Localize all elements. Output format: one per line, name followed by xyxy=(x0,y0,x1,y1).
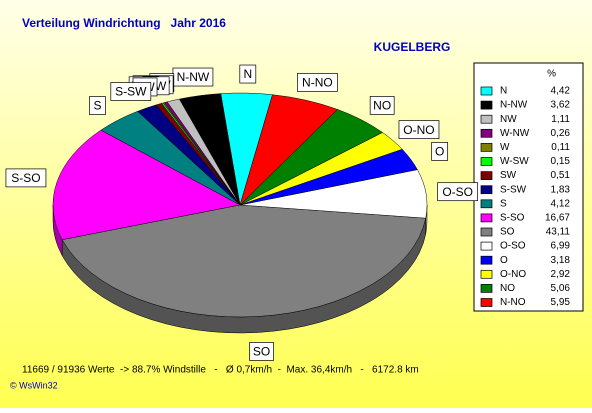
legend: N 4,42 N-NW 3,62 NW 1,11 W-NW 0,26 W 0,11 W-SW 0,15… xyxy=(480,86,571,308)
chart-title: Verteilung Windrichtung Jahr 2016 xyxy=(22,16,226,30)
legend-label: S-SO xyxy=(500,213,525,224)
legend-label: N-NW xyxy=(500,100,528,111)
legend-label: SW xyxy=(500,170,517,181)
legend-swatch xyxy=(480,284,493,293)
legend-label: SO xyxy=(500,227,515,238)
pie xyxy=(52,92,428,334)
slice-label-box xyxy=(89,96,106,115)
slice-label-box xyxy=(5,168,47,188)
legend-swatch xyxy=(480,298,493,307)
slice-label-box xyxy=(437,182,479,202)
legend-label: NO xyxy=(500,283,515,294)
legend-swatch xyxy=(480,227,493,237)
legend-value: 3,18 xyxy=(551,255,571,266)
footer: 11669 / 91936 Werte -> 88.7% Windstille … xyxy=(22,365,419,376)
slice-label: O xyxy=(435,145,444,159)
legend-label: W xyxy=(500,142,510,153)
legend-swatch xyxy=(480,128,493,138)
chart-subtitle: KUGELBERG xyxy=(374,40,451,54)
slice-label-box xyxy=(239,64,257,84)
legend-value: 43,11 xyxy=(546,227,571,238)
credit: © WsWin32 xyxy=(10,380,58,390)
legend-swatch xyxy=(480,241,493,251)
legend-swatch xyxy=(480,269,493,279)
legend-value: 5,95 xyxy=(551,297,571,308)
slice-labels: NN-NWNWW-NWWW-SWSWS-SWSS-SOSOO-SOOO-NONO… xyxy=(5,64,479,361)
slice-label: N-NW xyxy=(177,70,210,84)
legend-label: O-NO xyxy=(500,269,526,280)
legend-label: O xyxy=(500,255,508,266)
legend-value: 1,83 xyxy=(551,184,571,195)
legend-label: S-SW xyxy=(500,184,527,195)
slice xyxy=(61,204,427,318)
legend-value: 0,15 xyxy=(551,156,571,167)
legend-value: 0,51 xyxy=(551,170,571,181)
slice xyxy=(239,94,338,206)
legend-swatch xyxy=(480,86,493,96)
legend-value: 1,11 xyxy=(551,114,570,125)
legend-swatch xyxy=(480,255,493,265)
legend-swatch xyxy=(480,157,493,166)
legend-label: S xyxy=(500,198,507,209)
legend-value: 4,12 xyxy=(551,198,571,209)
legend-header: % xyxy=(547,69,556,80)
legend-value: 16,67 xyxy=(545,213,570,224)
slice-label: NO xyxy=(373,99,391,113)
legend-label: O-SO xyxy=(500,241,526,252)
slice-label: S-SW xyxy=(115,85,147,99)
slice-label: O-NO xyxy=(403,123,434,137)
legend-value: 0,26 xyxy=(551,128,571,139)
slice-label: N-NO xyxy=(302,76,333,90)
slice-label: N xyxy=(243,67,252,81)
legend-label: NW xyxy=(500,114,517,125)
legend-value: 0,11 xyxy=(551,142,570,153)
legend-label: W-SW xyxy=(500,156,529,167)
slice-label: O-SO xyxy=(442,185,473,199)
legend-value: 5,06 xyxy=(551,283,571,294)
slice-label-box xyxy=(398,120,440,139)
slice-label: SO xyxy=(253,345,270,359)
legend-swatch xyxy=(480,143,493,152)
slice-label: S-SO xyxy=(11,171,40,185)
slice-label-box xyxy=(297,73,338,92)
legend-swatch xyxy=(480,213,493,223)
legend-swatch xyxy=(480,171,493,180)
legend-label: N-NO xyxy=(500,297,526,308)
slice-label-box xyxy=(369,96,395,115)
legend-swatch xyxy=(480,100,493,110)
slice-label-box xyxy=(431,142,449,161)
legend-value: 6,99 xyxy=(551,241,571,252)
slice-label-box xyxy=(249,342,274,361)
slice-label-box xyxy=(110,82,152,101)
slice xyxy=(52,129,241,241)
legend-value: 4,42 xyxy=(551,86,571,97)
slice-label: S xyxy=(93,99,101,113)
legend-swatch xyxy=(480,114,493,124)
legend-label: N xyxy=(500,86,507,97)
legend-value: 3,62 xyxy=(551,100,571,111)
legend-value: 2,92 xyxy=(551,269,571,280)
legend-swatch xyxy=(480,185,493,195)
legend-swatch xyxy=(480,199,493,209)
legend-label: W-NW xyxy=(500,128,530,139)
